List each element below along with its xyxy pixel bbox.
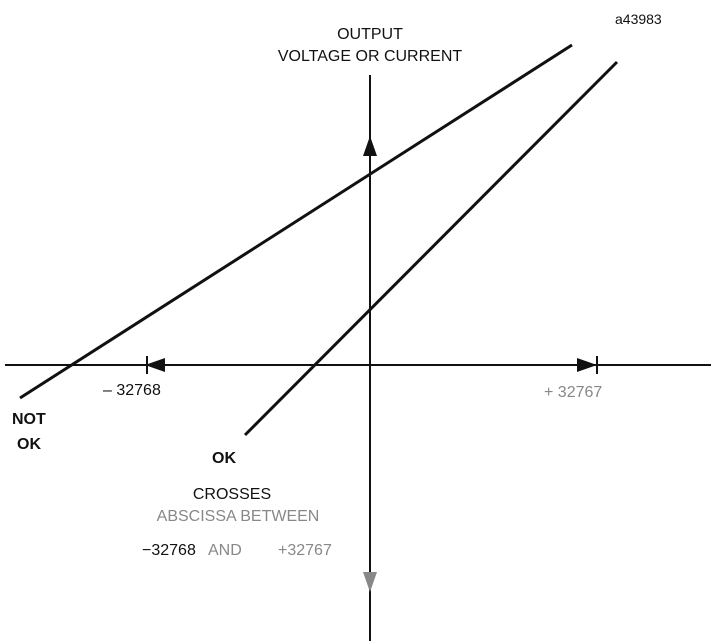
line-label: OK [17, 436, 41, 453]
note: −32768 [142, 542, 196, 559]
x-min-label: – 32768 [103, 382, 161, 399]
arrow-up [363, 136, 377, 156]
line-label: OK [212, 450, 236, 467]
y-label: OUTPUT [337, 26, 403, 43]
arrow-down [363, 572, 377, 592]
ok-line [243, 60, 619, 437]
line-label: NOT [12, 411, 46, 428]
arrow-left [145, 358, 165, 372]
note: +32767 [278, 542, 332, 559]
note: CROSSES [193, 486, 271, 503]
y-label: VOLTAGE OR CURRENT [278, 48, 463, 65]
note: ABSCISSA BETWEEN [157, 508, 320, 525]
arrow-right [577, 358, 597, 372]
not-ok-line [19, 43, 573, 400]
x-max-label: + 32767 [544, 384, 602, 401]
note: AND [208, 542, 242, 559]
figure-id: a43983 [615, 11, 662, 27]
